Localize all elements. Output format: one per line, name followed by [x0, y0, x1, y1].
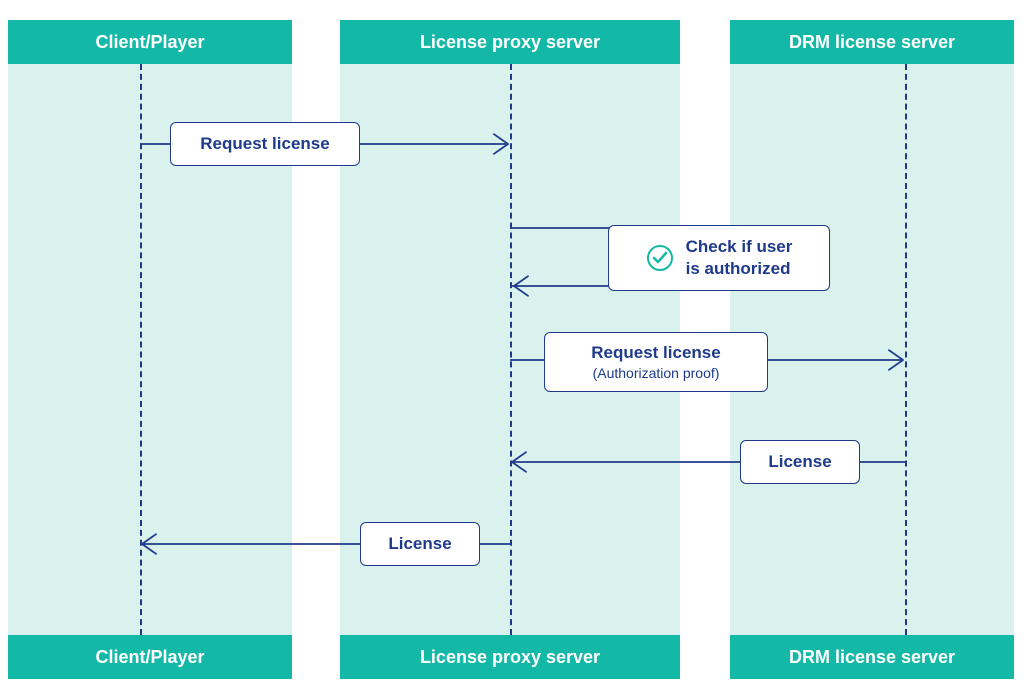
msg-license-2: License: [360, 522, 480, 566]
msg-check-authorized: Check if useris authorized: [608, 225, 830, 291]
msg-label: Request license: [591, 343, 720, 363]
msg-label: License: [388, 534, 451, 554]
msg-request-license-1: Request license: [170, 122, 360, 166]
msg-license-1: License: [740, 440, 860, 484]
msg-request-license-2: Request license (Authorization proof): [544, 332, 768, 392]
msg-label: Check if useris authorized: [686, 236, 793, 280]
connectors-layer: [0, 0, 1024, 699]
check-row: Check if useris authorized: [646, 236, 793, 280]
msg-label: Request license: [200, 134, 329, 154]
msg-label: License: [768, 452, 831, 472]
msg-sublabel: (Authorization proof): [593, 365, 720, 381]
check-circle-icon: [646, 244, 674, 272]
